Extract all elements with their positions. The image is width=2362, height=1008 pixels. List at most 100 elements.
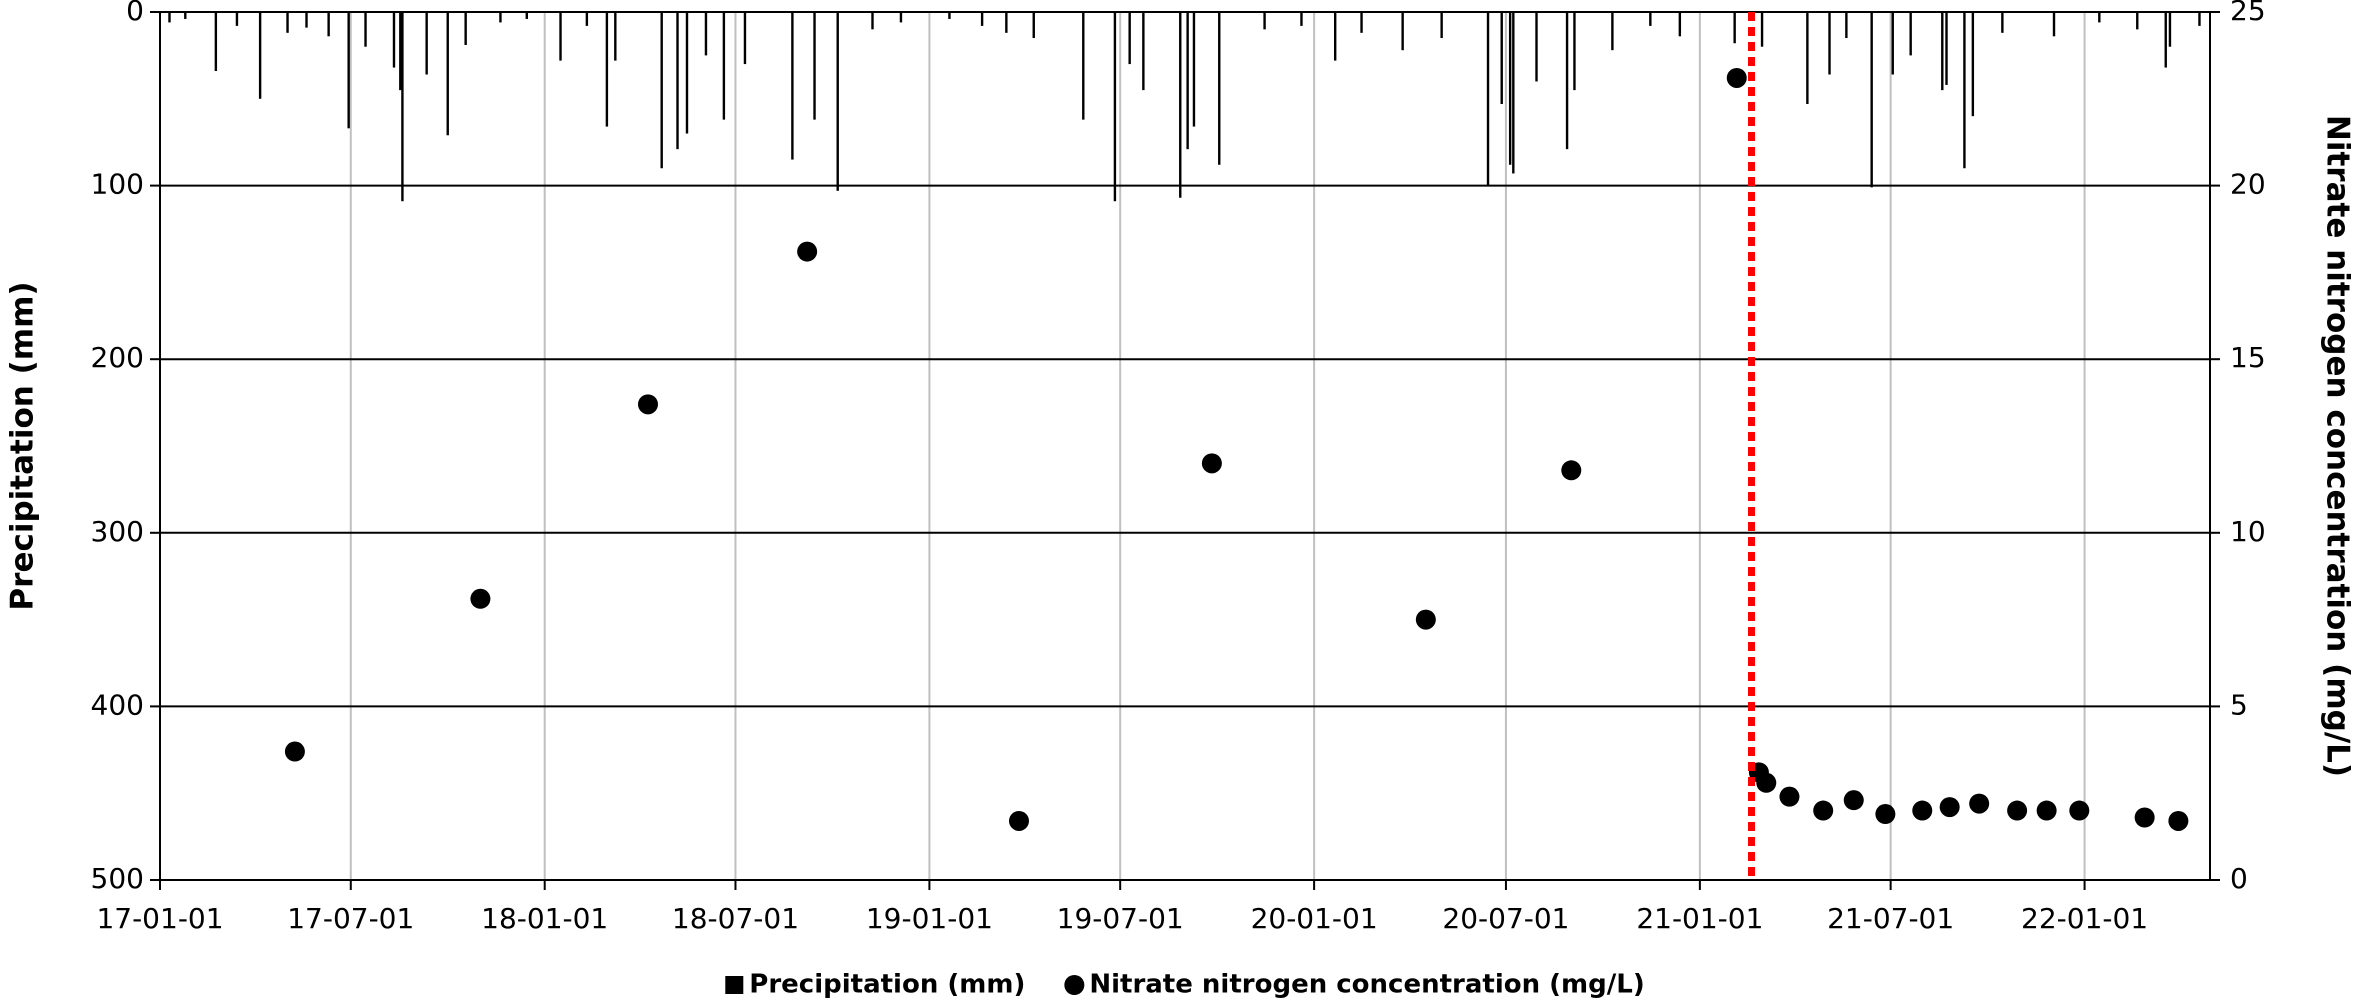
precipitation-bar (559, 12, 562, 61)
nitrate-point (1939, 797, 1960, 818)
precipitation-bar (1508, 12, 1512, 165)
precipitation-bar (464, 12, 467, 45)
nitrate-point (1726, 67, 1747, 88)
y2-tick-label: 10 (2230, 515, 2266, 548)
x-tick-label: 19-07-01 (1057, 902, 1184, 935)
x-tick-label: 18-07-01 (672, 902, 799, 935)
x-tick-label: 17-01-01 (96, 902, 223, 935)
nitrate-point (1561, 460, 1582, 481)
precipitation-bar (446, 12, 449, 136)
nitrate-point (284, 741, 305, 762)
nitrate-point (1779, 786, 1800, 807)
precipitation-bar (1500, 12, 1503, 105)
precipitation-bar (399, 12, 402, 91)
y2-tick-label: 25 (2230, 0, 2266, 27)
precipitation-bar (1678, 12, 1682, 37)
precipitation-bar (1909, 12, 1912, 56)
precipitation-bar (2164, 12, 2167, 68)
x-tick-label: 20-07-01 (1442, 902, 1569, 935)
precipitation-bar (605, 12, 609, 127)
precipitation-bar (1941, 12, 1944, 91)
precipitation-bar (499, 12, 502, 23)
precipitation-bar (2198, 12, 2201, 26)
nitrate-point (1912, 800, 1933, 821)
precipitation-bar (660, 12, 663, 169)
precipitation-bar (791, 12, 794, 160)
y2-tick-label: 20 (2230, 168, 2266, 201)
x-tick-label: 19-01-01 (866, 902, 993, 935)
precipitation-bar (2001, 12, 2004, 33)
precipitation-bar (1113, 12, 1117, 202)
precipitation-bar (2136, 12, 2139, 30)
precipitation-bar (980, 12, 984, 26)
precipitation-bar (1218, 12, 1221, 165)
y-tick-label: 400 (91, 688, 144, 721)
precipitation-bar (392, 12, 396, 68)
y-tick-label: 500 (91, 862, 144, 895)
precipitation-bar (1512, 12, 1515, 174)
precipitation-bar (1440, 12, 1443, 39)
precipitation-bar (1192, 12, 1196, 127)
precipitation-bar (347, 12, 350, 129)
precipitation-bar (1845, 12, 1848, 39)
y2-tick-label: 5 (2230, 688, 2248, 721)
y2-axis-title: Nitrate nitrogen concentration (mg/L) (2320, 115, 2356, 777)
precipitation-bar (585, 12, 589, 26)
y-axis-title: Precipitation (mm) (5, 281, 41, 610)
precipitation-bar (1971, 12, 1975, 117)
nitrate-point (1008, 810, 1029, 831)
precipitation-bar (1891, 12, 1894, 75)
nitrate-point (1875, 804, 1896, 825)
precipitation-bar (1535, 12, 1538, 82)
precipitation-bar (1945, 12, 1948, 85)
precipitation-bar (286, 12, 289, 33)
precipitation-bar (235, 12, 239, 26)
precipitation-bar (1142, 12, 1145, 91)
precipitation-bar (425, 12, 428, 75)
nitrate-point (1813, 800, 1834, 821)
precipitation-bar (1032, 12, 1035, 39)
nitrate-point (2069, 800, 2090, 821)
legend-label: Precipitation (mm) (749, 970, 1025, 1000)
precipitation-bar (1082, 12, 1085, 120)
precipitation-bar (2098, 12, 2101, 23)
y-tick-label: 300 (91, 515, 144, 548)
precipitation-bar (1360, 12, 1363, 33)
precipitation-bar (2052, 12, 2056, 37)
precipitation-bar (364, 12, 367, 47)
precipitation-bar (899, 12, 903, 23)
precipitation-bar (401, 12, 404, 202)
precipitation-bar (1005, 12, 1008, 33)
precipitation-bar (2168, 12, 2172, 47)
x-tick-label: 22-01-01 (2021, 902, 2148, 935)
precipitation-bar (1870, 12, 1873, 188)
precipitation-bar (525, 12, 528, 19)
y-tick-label: 200 (91, 341, 144, 374)
nitrate-point (1415, 609, 1436, 630)
nitrate-point (2134, 807, 2155, 828)
precipitation-bar (614, 12, 617, 61)
x-tick-label: 21-07-01 (1827, 902, 1954, 935)
nitrate-point (470, 588, 491, 609)
precipitation-bar (258, 12, 262, 99)
precipitation-bar (704, 12, 708, 56)
y-tick-label: 100 (91, 168, 144, 201)
precipitation-bar (1128, 12, 1131, 65)
precipitation-bar (1611, 12, 1614, 51)
y2-tick-label: 0 (2230, 862, 2248, 895)
precipitation-bar (1186, 12, 1189, 150)
precipitation-bar (871, 12, 874, 30)
nitrate-point (797, 241, 818, 262)
precipitation-bar (168, 12, 171, 23)
precipitation-bar (1333, 12, 1337, 61)
nitrate-point (1843, 790, 1864, 811)
nitrate-point (2168, 810, 2189, 831)
precipitation-bar (1263, 12, 1266, 30)
precipitation-bar (184, 12, 187, 19)
precipitation-bar (1565, 12, 1569, 150)
x-tick-label: 20-01-01 (1251, 902, 1378, 935)
precipitation-bar (1828, 12, 1831, 75)
precipitation-bar (1963, 12, 1966, 169)
precipitation-bar (1649, 12, 1652, 26)
